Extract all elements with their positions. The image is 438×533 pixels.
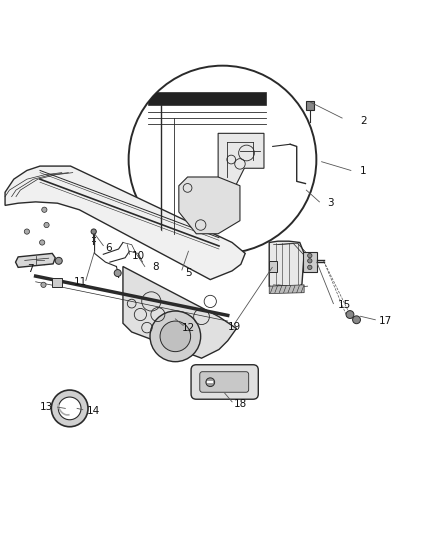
Circle shape <box>150 311 201 362</box>
Text: 5: 5 <box>185 268 192 278</box>
Text: 18: 18 <box>233 399 247 409</box>
Circle shape <box>42 260 47 265</box>
Bar <box>303 252 317 272</box>
Text: 6: 6 <box>106 243 112 253</box>
Text: 19: 19 <box>228 322 241 332</box>
Circle shape <box>55 257 62 264</box>
Text: 14: 14 <box>87 406 100 416</box>
Bar <box>269 261 277 272</box>
Bar <box>52 278 62 287</box>
Circle shape <box>42 207 47 212</box>
Polygon shape <box>269 285 304 294</box>
Text: 3: 3 <box>327 198 334 208</box>
Text: 15: 15 <box>338 300 351 310</box>
Circle shape <box>206 378 215 386</box>
Circle shape <box>39 240 45 245</box>
Circle shape <box>307 265 312 270</box>
Text: 10: 10 <box>132 251 145 261</box>
Circle shape <box>41 282 46 287</box>
Circle shape <box>114 270 121 277</box>
Circle shape <box>51 390 88 427</box>
Text: 1: 1 <box>360 166 367 176</box>
Circle shape <box>160 321 191 352</box>
FancyBboxPatch shape <box>191 365 258 399</box>
Text: 8: 8 <box>152 262 159 272</box>
Circle shape <box>307 259 312 263</box>
Text: 7: 7 <box>27 264 34 273</box>
Circle shape <box>353 316 360 324</box>
Text: 2: 2 <box>360 116 367 126</box>
Polygon shape <box>5 166 245 280</box>
Circle shape <box>24 229 29 234</box>
Text: 17: 17 <box>379 316 392 326</box>
Circle shape <box>307 253 312 258</box>
Polygon shape <box>218 133 264 195</box>
Text: 13: 13 <box>40 402 53 412</box>
Circle shape <box>44 222 49 228</box>
Circle shape <box>91 229 96 234</box>
Circle shape <box>58 397 81 420</box>
Text: 12: 12 <box>182 322 195 333</box>
Bar <box>306 101 314 110</box>
Text: 11: 11 <box>74 277 87 287</box>
Polygon shape <box>179 177 240 234</box>
Polygon shape <box>123 266 237 358</box>
Polygon shape <box>148 92 266 105</box>
Polygon shape <box>15 253 55 268</box>
Circle shape <box>129 66 316 253</box>
FancyBboxPatch shape <box>200 372 249 392</box>
Polygon shape <box>269 241 304 290</box>
Circle shape <box>346 311 354 318</box>
